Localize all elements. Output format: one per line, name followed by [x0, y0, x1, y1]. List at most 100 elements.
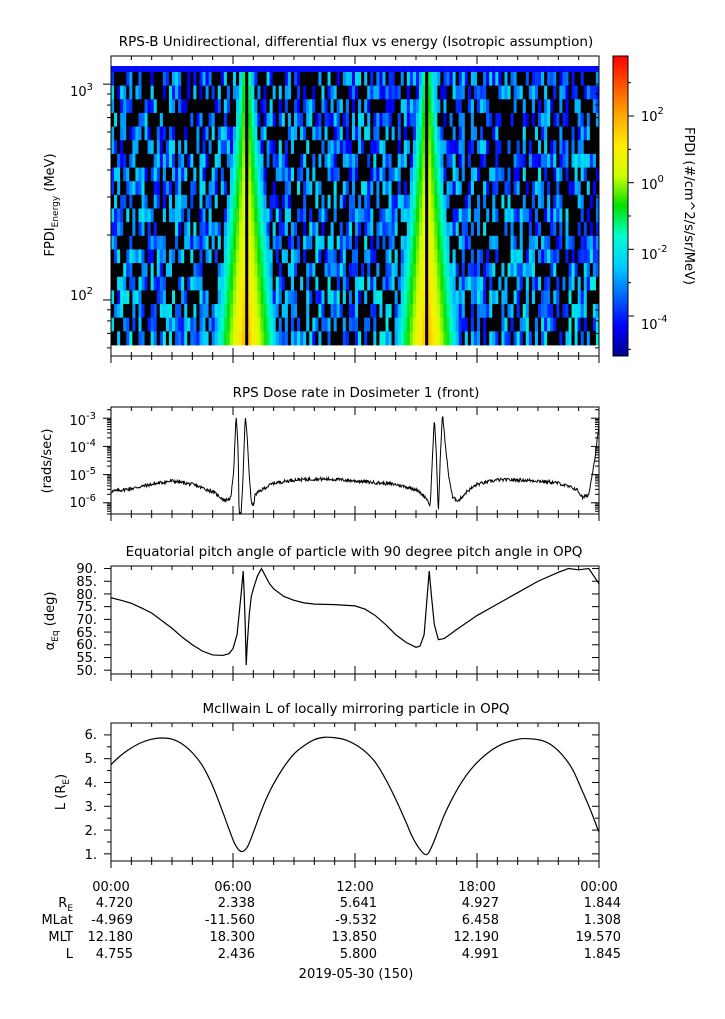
spectrogram-cell [522, 235, 527, 250]
spectrogram-cell [229, 235, 234, 250]
spectrogram-cell [528, 331, 533, 346]
spectrogram-cell [534, 317, 539, 332]
spectrogram-cell [306, 99, 310, 114]
spectrogram-cell [272, 153, 277, 168]
spectrogram-cell [486, 222, 490, 237]
spectrogram-cell [193, 235, 197, 250]
spectrogram-cell [226, 181, 231, 196]
spectrogram-cell [477, 208, 481, 223]
spectrogram-cell [223, 235, 228, 250]
spectrogram-cell [342, 112, 347, 127]
spectrogram-cell [260, 181, 264, 196]
spectrogram-cell [281, 304, 286, 319]
spectrogram-cell [498, 112, 502, 127]
spectrogram-cell [550, 194, 554, 209]
spectrogram-cell [553, 249, 557, 264]
spectrogram-cell [538, 263, 542, 278]
spectrogram-cell [165, 222, 170, 237]
spectrogram-cell [446, 112, 450, 127]
spectrogram-cell [330, 167, 335, 182]
spectrogram-cell [117, 194, 121, 209]
spectrogram-cell [522, 290, 527, 305]
spectrogram-cell [318, 276, 322, 291]
spectrogram-cell [208, 249, 213, 264]
spectrogram-cell [388, 331, 392, 346]
spectrogram-cell [168, 290, 173, 305]
spectrogram-cell [257, 112, 261, 127]
spectrogram-cell [565, 99, 569, 114]
spectrogram-cell [467, 304, 472, 319]
spectrogram-cell [403, 235, 408, 250]
spectrogram-cell [303, 304, 307, 319]
spectrogram-cell [452, 249, 457, 264]
spectrogram-cell [422, 99, 426, 114]
spectrogram-cell [422, 208, 426, 223]
spectrogram-cell [126, 263, 130, 278]
spectrogram-cell [477, 126, 481, 141]
spectrogram-cell [495, 126, 499, 141]
spectrogram-cell [147, 304, 152, 319]
spectrogram-cell [416, 72, 420, 87]
spectrogram-cell [315, 290, 319, 305]
spectrogram-cell [391, 331, 396, 346]
spectrogram-cell [553, 194, 557, 209]
spectrogram-cell [547, 112, 551, 127]
spectrogram-cell [306, 331, 310, 346]
spectrogram-cell [458, 317, 463, 332]
spectrogram-cell [193, 194, 197, 209]
spectrogram-cell [589, 126, 594, 141]
spectrogram-cell [172, 208, 176, 223]
spectrogram-cell [229, 112, 234, 127]
spectrogram-cell [525, 85, 530, 100]
spectrogram-cell [297, 181, 301, 196]
spectrogram-cell [406, 194, 411, 209]
spectrogram-cell [290, 99, 295, 114]
spectrogram-cell [339, 181, 344, 196]
spectrogram-cell [547, 317, 551, 332]
spectrogram-cell [492, 290, 496, 305]
spectrogram-cell [217, 249, 222, 264]
spectrogram-cell [516, 317, 521, 332]
spectrogram-cell [306, 263, 310, 278]
spectrogram-cell [394, 208, 399, 223]
spectrogram-cell [538, 153, 542, 168]
spectrogram-cell [159, 276, 164, 291]
spectrogram-cell [425, 290, 429, 305]
spectrogram-cell [412, 85, 417, 100]
spectrogram-cell [473, 331, 478, 346]
spectrogram-cell [403, 72, 408, 87]
spectrogram-cell [504, 290, 508, 305]
spectrogram-cell [461, 317, 466, 332]
spectrogram-cell [559, 263, 563, 278]
spectrogram-cell [589, 112, 594, 127]
spectrogram-cell [144, 167, 148, 182]
spectrogram-cell [342, 235, 347, 250]
spectrogram-cell [556, 194, 560, 209]
spectrogram-cell [446, 331, 450, 346]
spectrogram-cell [202, 317, 206, 332]
p3-ytick-label: 85. [76, 575, 97, 590]
spectrogram-cell [452, 208, 457, 223]
panel4-frame [110, 722, 600, 862]
spectrogram-cell [294, 331, 298, 346]
spectrogram-cell [379, 85, 383, 100]
spectrogram-cell [187, 249, 191, 264]
spectrogram-cell [156, 126, 161, 141]
spectrogram-cell [364, 194, 368, 209]
spectrogram-cell [168, 208, 173, 223]
spectrogram-cell [196, 249, 200, 264]
spectrogram-cell [538, 126, 542, 141]
spectrogram-cell [287, 249, 292, 264]
spectrogram-cell [199, 72, 203, 87]
spectrogram-cell [379, 263, 383, 278]
spectrogram-cell [220, 181, 225, 196]
spectrogram-cell [382, 194, 386, 209]
spectrogram-cell [571, 317, 575, 332]
spectrogram-cell [327, 290, 331, 305]
spectrogram-cell [245, 153, 249, 168]
spectrogram-cell [400, 112, 405, 127]
spectrogram-cell [220, 85, 225, 100]
spectrogram-cell [156, 99, 161, 114]
spectrogram-cell [342, 331, 347, 346]
spectrogram-cell [342, 317, 347, 332]
